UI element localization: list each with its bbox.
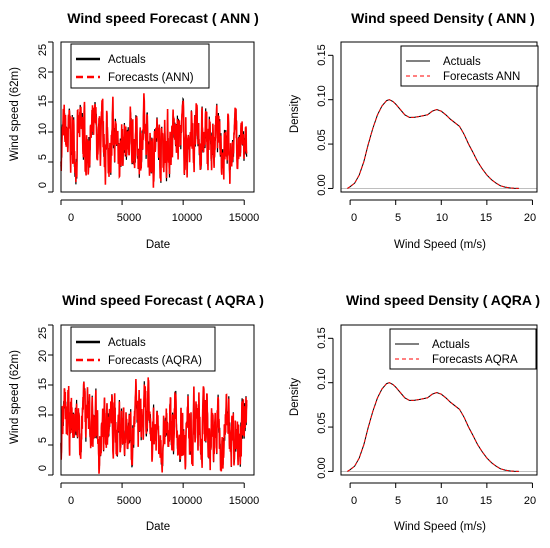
x-tick-label: 15000 [229, 212, 260, 224]
x-axis-label: Wind Speed (m/s) [394, 521, 486, 533]
series-line-forecast [60, 377, 248, 474]
axis-ticks [328, 54, 533, 205]
y-tick-label: 0 [37, 465, 49, 471]
x-tick-label: 20 [524, 212, 536, 224]
y-axis-label: Density [289, 95, 301, 134]
plot-area [328, 41, 538, 205]
y-axis-label: Wind speed (62m) [9, 350, 21, 444]
plot-frame [340, 324, 538, 476]
y-tick-label: 20 [37, 350, 49, 362]
panel-density-aqra: Wind speed Density ( AQRA ) Density Wind… [289, 292, 540, 533]
legend: Actuals Forecasts ANN [400, 45, 539, 87]
plot-area [48, 41, 255, 205]
plot-frame [340, 41, 538, 193]
y-tick-label: 0.00 [316, 457, 328, 478]
plot-area [328, 324, 538, 488]
x-tick-labels: 0 5 10 15 20 [351, 495, 536, 507]
plot-frame [60, 41, 255, 193]
legend-box [70, 43, 210, 89]
x-tick-label: 5 [395, 212, 401, 224]
y-tick-label: 25 [37, 327, 49, 339]
y-tick-label: 0.15 [316, 44, 328, 65]
y-tick-label: 0.05 [316, 412, 328, 433]
legend-label-forecast: Forecasts ANN [443, 71, 520, 83]
x-tick-label: 0 [68, 212, 74, 224]
x-axis-label: Date [146, 521, 170, 533]
legend: Actuals Forecasts AQRA [389, 328, 537, 370]
legend-box [389, 328, 537, 370]
x-tick-label: 5000 [117, 212, 141, 224]
y-tick-label: 15 [37, 378, 49, 390]
y-tick-labels: 0.00 0.05 0.10 0.15 [316, 44, 328, 195]
y-tick-label: 5 [37, 437, 49, 443]
y-tick-label: 0.10 [316, 85, 328, 106]
y-tick-label: 10 [37, 406, 49, 418]
series-line-forecast [347, 99, 519, 189]
y-tick-label: 25 [37, 44, 49, 56]
x-tick-labels: 0 5000 10000 15000 [68, 495, 259, 507]
series-line-forecast [347, 382, 519, 472]
legend-label-actuals: Actuals [432, 339, 470, 351]
x-tick-label: 20 [524, 495, 536, 507]
chart-title: Wind speed Forecast ( ANN ) [67, 10, 259, 26]
chart-title: Wind speed Density ( AQRA ) [346, 292, 540, 308]
x-tick-label: 5 [395, 495, 401, 507]
y-axis-label: Wind speed (62m) [9, 67, 21, 161]
x-tick-label: 0 [68, 495, 74, 507]
x-tick-label: 10 [436, 495, 448, 507]
x-tick-label: 0 [351, 495, 357, 507]
y-tick-label: 0.10 [316, 368, 328, 389]
x-axis-label: Wind Speed (m/s) [394, 239, 486, 251]
legend: Actuals Forecasts (AQRA) [70, 326, 216, 372]
legend-label-forecast: Forecasts (ANN) [108, 72, 194, 84]
y-tick-label: 20 [37, 67, 49, 79]
y-axis-label: Density [289, 378, 301, 417]
legend-label-forecast: Forecasts AQRA [432, 354, 518, 366]
y-tick-label: 0.00 [316, 174, 328, 195]
legend-box [70, 326, 216, 372]
x-tick-label: 15 [480, 495, 492, 507]
axis-ticks [48, 324, 245, 488]
x-tick-label: 10000 [172, 212, 203, 224]
chart-title: Wind speed Density ( ANN ) [351, 10, 535, 26]
legend-label-forecast: Forecasts (AQRA) [108, 355, 202, 367]
x-tick-label: 10 [436, 212, 448, 224]
legend-label-actuals: Actuals [443, 56, 481, 68]
y-tick-label: 0.15 [316, 327, 328, 348]
y-tick-label: 0.05 [316, 129, 328, 150]
series-line-forecast [60, 93, 248, 188]
axis-ticks [328, 337, 533, 488]
plot-frame [60, 324, 255, 476]
y-tick-labels: 0 5 10 15 20 25 [37, 327, 49, 471]
chart-title: Wind speed Forecast ( AQRA ) [62, 292, 264, 308]
panel-density-ann: Wind speed Density ( ANN ) Density Wind … [289, 10, 539, 251]
x-tick-labels: 0 5 10 15 20 [351, 212, 536, 224]
y-tick-label: 15 [37, 95, 49, 107]
axis-ticks [48, 41, 245, 205]
x-tick-label: 15 [480, 212, 492, 224]
x-tick-label: 0 [351, 212, 357, 224]
legend-box [400, 45, 539, 87]
y-tick-label: 0 [37, 182, 49, 188]
x-tick-label: 15000 [229, 495, 260, 507]
plot-area [48, 324, 255, 488]
y-tick-label: 5 [37, 154, 49, 160]
x-tick-label: 10000 [172, 495, 203, 507]
x-tick-label: 5000 [117, 495, 141, 507]
legend-label-actuals: Actuals [108, 337, 146, 349]
y-tick-labels: 0.00 0.05 0.10 0.15 [316, 327, 328, 478]
y-tick-label: 10 [37, 123, 49, 135]
series-line-actuals [347, 99, 519, 189]
x-tick-labels: 0 5000 10000 15000 [68, 212, 259, 224]
legend-label-actuals: Actuals [108, 54, 146, 66]
legend: Actuals Forecasts (ANN) [70, 43, 210, 89]
panel-forecast-aqra: Wind speed Forecast ( AQRA ) Wind speed … [9, 292, 264, 533]
x-axis-label: Date [146, 239, 170, 251]
panel-forecast-ann: Wind speed Forecast ( ANN ) Wind speed (… [9, 10, 259, 251]
series-line-actuals [347, 382, 519, 472]
y-tick-labels: 0 5 10 15 20 25 [37, 44, 49, 188]
